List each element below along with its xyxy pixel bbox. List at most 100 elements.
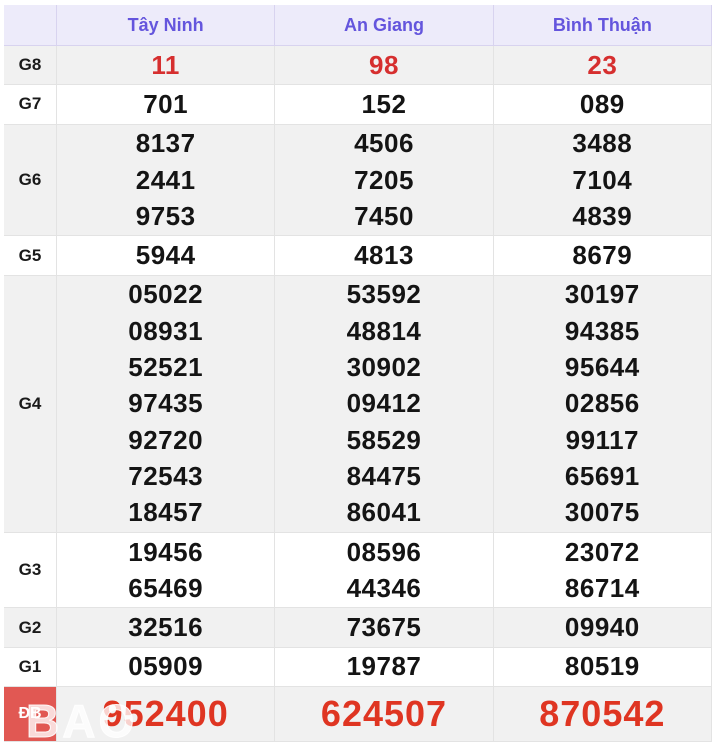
prize-label-db: ĐB bbox=[4, 687, 57, 742]
prize-number: 32516 bbox=[128, 612, 204, 643]
prize-row-g6: G6 8137 2441 9753 4506 7205 7450 3488 7104 4839 bbox=[4, 124, 712, 237]
lottery-results-table: Tây Ninh An Giang Bình Thuận G8 11 98 23 G7 701… bbox=[4, 5, 712, 743]
result-cell-g3-col1: 19456 65469 bbox=[57, 532, 276, 608]
result-cell-g2-col2: 73675 bbox=[275, 608, 494, 647]
result-cell-g2-col1: 32516 bbox=[57, 608, 276, 647]
prize-label-g1: G1 bbox=[4, 647, 57, 687]
prize-number: 5944 bbox=[135, 240, 196, 271]
result-cell-g5-col2: 4813 bbox=[275, 236, 494, 275]
prize-number: 52521 bbox=[128, 352, 204, 383]
prize-label-g5: G5 bbox=[4, 236, 57, 275]
prize-number: 3488 bbox=[572, 128, 633, 159]
table-body: G8 11 98 23 G7 701 152 089 G6 8137 2441 9753 4506 720… bbox=[4, 46, 712, 743]
prize-label-g7: G7 bbox=[4, 85, 57, 124]
prize-label-g3: G3 bbox=[4, 532, 57, 608]
result-cell-g4-col3: 30197 94385 95644 02856 99117 65691 30075 bbox=[494, 275, 712, 532]
prize-row-db: ĐB 952400 624507 870542 bbox=[4, 687, 712, 743]
prize-number: 99117 bbox=[565, 424, 639, 455]
prize-row-g3: G3 19456 65469 08596 44346 23072 86714 bbox=[4, 532, 712, 609]
result-cell-g5-col1: 5944 bbox=[57, 236, 276, 275]
prize-number: 11 bbox=[151, 49, 180, 80]
result-cell-g8-col2: 98 bbox=[275, 46, 494, 85]
result-cell-g3-col3: 23072 86714 bbox=[494, 532, 712, 608]
prize-number: 7450 bbox=[354, 200, 414, 231]
result-cell-db-col2: 624507 bbox=[275, 687, 494, 742]
prize-number: 23 bbox=[587, 49, 618, 80]
prize-row-g8: G8 11 98 23 bbox=[4, 46, 712, 86]
corner-cell bbox=[4, 5, 57, 46]
prize-number: 73675 bbox=[346, 612, 422, 643]
prize-number: 089 bbox=[579, 88, 625, 119]
column-header-1: Tây Ninh bbox=[57, 5, 276, 46]
prize-number: 58529 bbox=[346, 424, 422, 455]
prize-number: 80519 bbox=[564, 651, 640, 682]
prize-number: 870542 bbox=[539, 693, 666, 735]
result-cell-g8-col3: 23 bbox=[494, 46, 712, 85]
prize-number: 7104 bbox=[572, 164, 633, 195]
prize-number: 9753 bbox=[135, 200, 196, 231]
prize-label-g6: G6 bbox=[4, 124, 57, 236]
result-cell-g1-col1: 05909 bbox=[57, 647, 276, 687]
result-cell-g6-col3: 3488 7104 4839 bbox=[494, 124, 712, 236]
prize-number: 701 bbox=[143, 88, 189, 119]
result-cell-db-col3: 870542 bbox=[494, 687, 712, 742]
prize-number: 95644 bbox=[564, 352, 640, 383]
prize-number: 48814 bbox=[346, 315, 422, 346]
prize-number: 84475 bbox=[346, 460, 422, 491]
prize-number: 98 bbox=[369, 49, 399, 80]
result-cell-g1-col3: 80519 bbox=[494, 647, 712, 687]
result-cell-g3-col2: 08596 44346 bbox=[275, 532, 494, 608]
prize-number: 65691 bbox=[564, 460, 640, 491]
prize-number: 65469 bbox=[128, 572, 204, 603]
result-cell-g7-col3: 089 bbox=[494, 85, 712, 124]
prize-number: 86041 bbox=[346, 497, 422, 528]
result-cell-g6-col1: 8137 2441 9753 bbox=[57, 124, 276, 236]
prize-number: 18457 bbox=[128, 497, 204, 528]
prize-number: 23072 bbox=[564, 536, 640, 567]
prize-number: 30197 bbox=[564, 279, 640, 310]
prize-number: 19456 bbox=[128, 536, 204, 567]
prize-number: 44346 bbox=[346, 572, 422, 603]
result-cell-db-col1: 952400 bbox=[57, 687, 276, 742]
prize-label-g4: G4 bbox=[4, 275, 57, 532]
prize-label-g2: G2 bbox=[4, 608, 57, 647]
prize-number: 4839 bbox=[572, 200, 633, 231]
prize-number: 05022 bbox=[128, 279, 204, 310]
result-cell-g1-col2: 19787 bbox=[275, 647, 494, 687]
prize-row-g5: G5 5944 4813 8679 bbox=[4, 236, 712, 276]
prize-row-g7: G7 701 152 089 bbox=[4, 85, 712, 125]
result-cell-g2-col3: 09940 bbox=[494, 608, 712, 647]
prize-row-g1: G1 05909 19787 80519 bbox=[4, 647, 712, 688]
column-header-3: Bình Thuận bbox=[493, 5, 712, 46]
prize-number: 94385 bbox=[564, 315, 640, 346]
prize-number: 19787 bbox=[346, 651, 422, 682]
result-cell-g7-col2: 152 bbox=[275, 85, 494, 124]
prize-number: 09940 bbox=[564, 612, 640, 643]
result-cell-g4-col2: 53592 48814 30902 09412 58529 84475 86041 bbox=[275, 275, 494, 532]
prize-number: 08596 bbox=[346, 536, 422, 567]
prize-number: 152 bbox=[361, 88, 407, 119]
prize-number: 86714 bbox=[564, 572, 640, 603]
prize-number: 4506 bbox=[354, 128, 414, 159]
prize-number: 8137 bbox=[135, 128, 196, 159]
result-cell-g6-col2: 4506 7205 7450 bbox=[275, 124, 494, 236]
prize-number: 05909 bbox=[128, 651, 204, 682]
prize-number: 02856 bbox=[564, 388, 640, 419]
prize-number: 08931 bbox=[128, 315, 204, 346]
result-cell-g5-col3: 8679 bbox=[494, 236, 712, 275]
prize-number: 8679 bbox=[572, 240, 633, 271]
result-cell-g8-col1: 11 bbox=[57, 46, 276, 85]
result-cell-g4-col1: 05022 08931 52521 97435 92720 72543 18457 bbox=[57, 275, 276, 532]
table-header: Tây Ninh An Giang Bình Thuận bbox=[4, 5, 712, 46]
prize-label-g8: G8 bbox=[4, 46, 57, 85]
prize-number: 30075 bbox=[564, 497, 640, 528]
prize-number: 4813 bbox=[354, 240, 414, 271]
prize-number: 2441 bbox=[135, 164, 196, 195]
prize-number: 952400 bbox=[102, 693, 229, 735]
prize-row-g2: G2 32516 73675 09940 bbox=[4, 608, 712, 648]
prize-number: 53592 bbox=[346, 279, 422, 310]
column-header-2: An Giang bbox=[275, 5, 494, 46]
prize-number: 624507 bbox=[320, 693, 448, 735]
prize-row-g4: G4 05022 08931 52521 97435 92720 72543 18457 535… bbox=[4, 275, 712, 533]
prize-number: 72543 bbox=[128, 460, 204, 491]
